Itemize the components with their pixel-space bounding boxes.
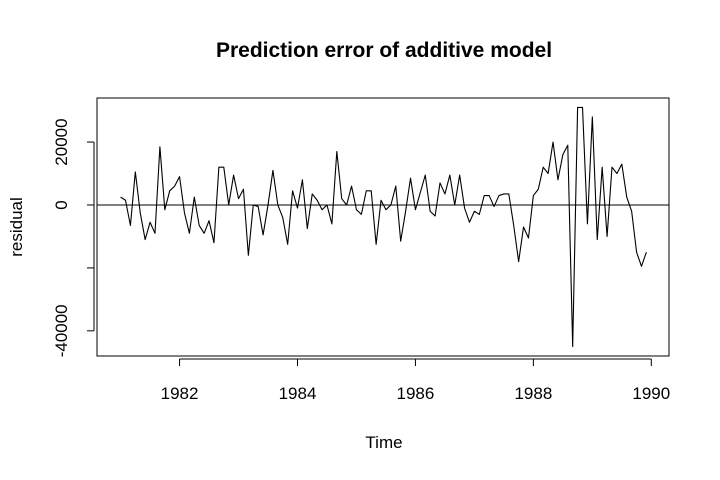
x-axis: 1982 1984 1986 1988 1990: [161, 358, 670, 403]
y-tick-label: 0: [52, 200, 71, 209]
residual-series-line: [120, 106, 647, 348]
y-tick-label: -40000: [52, 304, 71, 357]
x-axis-label: Time: [365, 433, 402, 452]
y-axis-label: residual: [7, 197, 26, 257]
plot-frame: [96, 97, 670, 357]
x-tick-label: 1982: [161, 384, 199, 403]
x-tick-label: 1984: [279, 384, 317, 403]
x-tick-label: 1988: [514, 384, 552, 403]
y-tick-label: 20000: [52, 118, 71, 165]
chart-title: Prediction error of additive model: [216, 39, 552, 62]
x-tick-label: 1990: [632, 384, 670, 403]
x-tick-label: 1986: [397, 384, 435, 403]
y-axis: -40000 0 20000: [52, 118, 95, 357]
